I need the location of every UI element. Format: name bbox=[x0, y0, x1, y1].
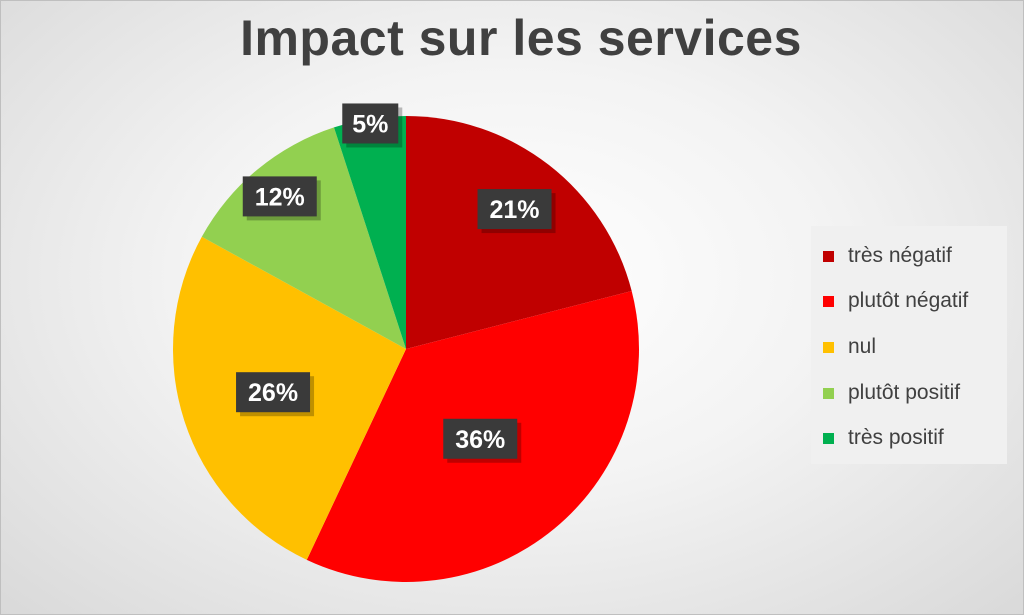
legend-item: très positif bbox=[823, 426, 944, 450]
data-label: 26% bbox=[236, 372, 315, 417]
data-label: 36% bbox=[443, 418, 522, 463]
legend-label: très négatif bbox=[848, 244, 952, 267]
legend-label: très positif bbox=[848, 426, 944, 449]
chart-legend: très négatif plutôt négatif nul plutôt p… bbox=[811, 226, 1007, 464]
pie-slice bbox=[406, 116, 632, 349]
data-label-text: 12% bbox=[255, 183, 305, 211]
data-label-text: 5% bbox=[352, 110, 388, 138]
legend-swatch bbox=[823, 432, 834, 444]
data-label-text: 26% bbox=[248, 379, 298, 407]
data-label: 21% bbox=[477, 189, 556, 234]
legend-item: très négatif bbox=[823, 244, 952, 268]
data-label-text: 36% bbox=[455, 426, 505, 454]
legend-swatch bbox=[823, 341, 834, 353]
legend-item: plutôt négatif bbox=[823, 289, 968, 313]
legend-label: plutôt positif bbox=[848, 381, 961, 404]
legend-swatch bbox=[823, 250, 834, 262]
legend-swatch bbox=[823, 387, 834, 399]
legend-label: plutôt négatif bbox=[848, 289, 969, 312]
legend-item: nul bbox=[823, 335, 876, 359]
data-label-text: 21% bbox=[490, 196, 540, 224]
data-label: 5% bbox=[342, 103, 403, 148]
legend-item: plutôt positif bbox=[823, 381, 960, 405]
pie-slice bbox=[333, 116, 406, 349]
data-label: 12% bbox=[242, 176, 321, 221]
chart-title: Impact sur les services bbox=[240, 10, 802, 66]
legend-swatch bbox=[823, 295, 834, 307]
legend-label: nul bbox=[848, 335, 877, 358]
